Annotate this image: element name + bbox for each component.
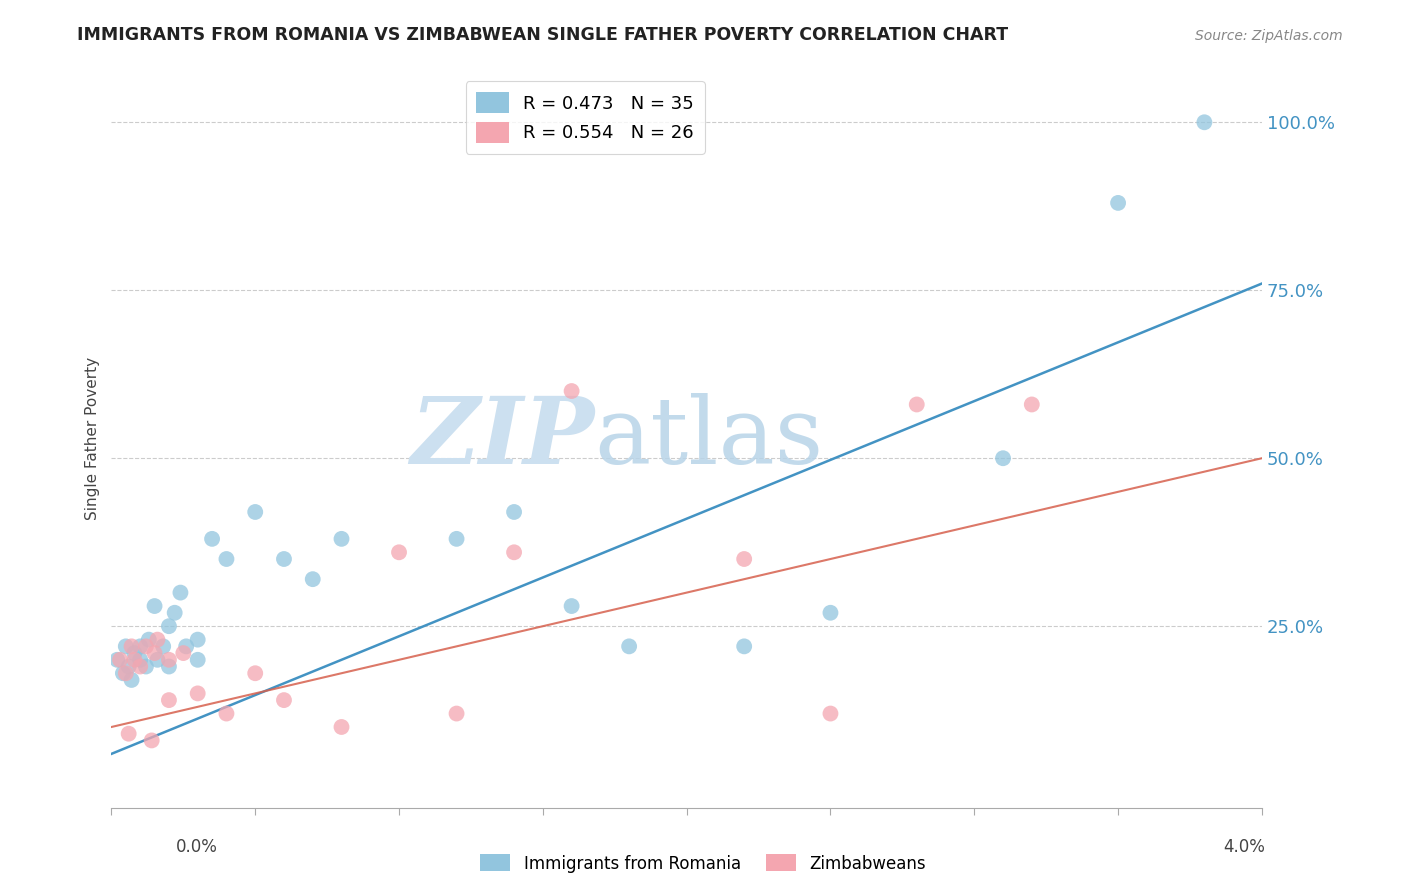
Point: [146, 653, 169, 667]
Legend: Immigrants from Romania, Zimbabweans: Immigrants from Romania, Zimbabweans: [474, 847, 932, 880]
Point: [561, 599, 583, 613]
Point: [273, 693, 295, 707]
Point: [1021, 397, 1043, 411]
Point: [169, 585, 191, 599]
Point: [124, 646, 146, 660]
Point: [157, 653, 180, 667]
Point: [187, 686, 209, 700]
Point: [245, 505, 267, 519]
Point: [143, 599, 166, 613]
Point: [114, 666, 136, 681]
Text: ZIP: ZIP: [411, 393, 595, 483]
Point: [1194, 115, 1216, 129]
Text: Source: ZipAtlas.com: Source: ZipAtlas.com: [1195, 29, 1343, 43]
Point: [820, 606, 842, 620]
Point: [129, 653, 152, 667]
Point: [446, 532, 468, 546]
Point: [135, 640, 157, 654]
Y-axis label: Single Father Poverty: Single Father Poverty: [86, 357, 100, 520]
Point: [330, 532, 353, 546]
Point: [733, 640, 755, 654]
Point: [135, 659, 157, 673]
Point: [388, 545, 411, 559]
Point: [118, 727, 141, 741]
Point: [561, 384, 583, 398]
Point: [124, 653, 146, 667]
Point: [301, 572, 323, 586]
Point: [503, 505, 526, 519]
Point: [163, 606, 186, 620]
Point: [129, 640, 152, 654]
Point: [105, 653, 128, 667]
Point: [121, 640, 143, 654]
Point: [138, 632, 160, 647]
Point: [187, 653, 209, 667]
Point: [157, 619, 180, 633]
Point: [446, 706, 468, 721]
Legend: R = 0.473   N = 35, R = 0.554   N = 26: R = 0.473 N = 35, R = 0.554 N = 26: [465, 81, 704, 153]
Point: [215, 706, 238, 721]
Point: [820, 706, 842, 721]
Point: [118, 659, 141, 673]
Point: [617, 640, 640, 654]
Point: [172, 646, 194, 660]
Point: [146, 632, 169, 647]
Point: [157, 693, 180, 707]
Point: [187, 632, 209, 647]
Point: [129, 659, 152, 673]
Text: 4.0%: 4.0%: [1223, 838, 1265, 855]
Point: [733, 552, 755, 566]
Point: [114, 640, 136, 654]
Point: [330, 720, 353, 734]
Text: 0.0%: 0.0%: [176, 838, 218, 855]
Point: [143, 646, 166, 660]
Point: [905, 397, 928, 411]
Point: [141, 733, 163, 747]
Point: [245, 666, 267, 681]
Point: [503, 545, 526, 559]
Point: [201, 532, 224, 546]
Point: [108, 653, 131, 667]
Point: [121, 673, 143, 687]
Text: atlas: atlas: [595, 393, 824, 483]
Point: [991, 451, 1014, 466]
Point: [273, 552, 295, 566]
Text: IMMIGRANTS FROM ROMANIA VS ZIMBABWEAN SINGLE FATHER POVERTY CORRELATION CHART: IMMIGRANTS FROM ROMANIA VS ZIMBABWEAN SI…: [77, 26, 1008, 44]
Point: [111, 666, 134, 681]
Point: [215, 552, 238, 566]
Point: [174, 640, 197, 654]
Point: [1107, 195, 1129, 210]
Point: [157, 659, 180, 673]
Point: [152, 640, 174, 654]
